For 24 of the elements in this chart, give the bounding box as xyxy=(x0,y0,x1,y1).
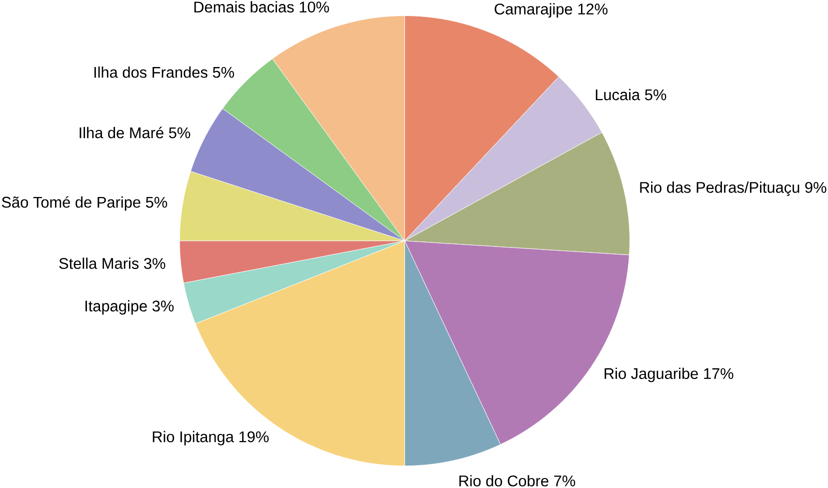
data-label: 5% xyxy=(645,90,666,100)
slice-label: Demais bacias xyxy=(194,1,294,13)
slice-label: Rio Ipitanga xyxy=(152,431,234,446)
slice-label: Ilha de Maré xyxy=(80,126,164,138)
slice-label: Rio das Pedras/Pituaçu xyxy=(640,182,800,196)
data-label: 10% xyxy=(300,2,329,13)
data-label: 17% xyxy=(704,368,734,380)
data-label: 9% xyxy=(805,182,826,194)
data-label: 5% xyxy=(212,67,234,78)
data-label: 7% xyxy=(554,476,576,487)
data-label: 3% xyxy=(144,258,166,270)
slice-label: Lucaia xyxy=(596,89,640,100)
slice-label: Rio do Cobre xyxy=(459,475,548,487)
data-label: 3% xyxy=(152,300,174,312)
slice-label: Stella Maris xyxy=(59,258,139,270)
slice-label: Rio Jaguaribe xyxy=(604,368,698,382)
data-label: 12% xyxy=(578,4,608,15)
data-label: 5% xyxy=(146,197,168,208)
slice-label: Ilha dos Frandes xyxy=(94,66,208,78)
slice-label: São Tomé de Paripe xyxy=(2,196,140,211)
slice-label: Camarajipe xyxy=(494,3,572,18)
slice-label: Itapagipe xyxy=(86,300,147,315)
data-label: 19% xyxy=(239,432,269,442)
data-label: 5% xyxy=(169,128,190,138)
